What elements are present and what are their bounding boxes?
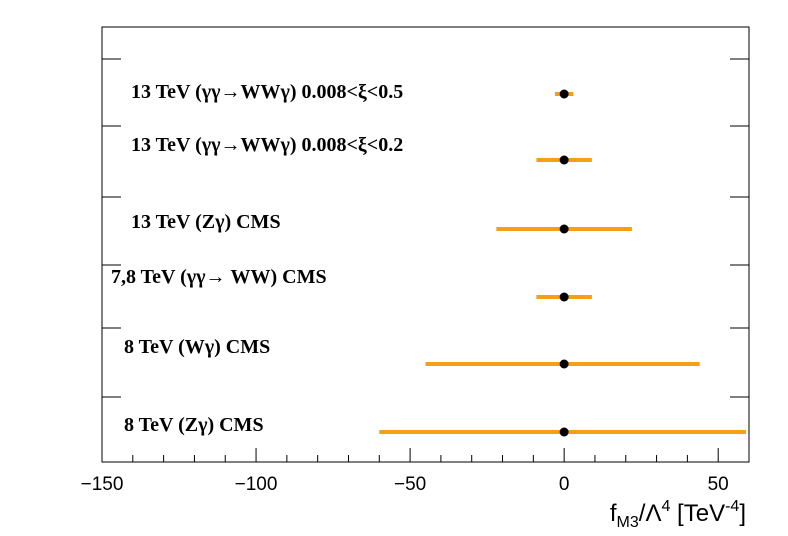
row-label: 8 TeV (Wγ) CMS xyxy=(124,336,270,358)
row-label: 8 TeV (Zγ) CMS xyxy=(124,414,264,436)
row-label: 13 TeV (Zγ) CMS xyxy=(131,211,281,233)
x-tick-label: −150 xyxy=(81,474,124,495)
central-point xyxy=(559,359,569,369)
y-ticks xyxy=(102,58,749,398)
interval-bars xyxy=(379,89,746,437)
x-tick-label: 50 xyxy=(708,474,729,495)
plot-frame xyxy=(101,26,750,463)
row-label: 7,8 TeV (γγ→ WW) CMS xyxy=(111,266,327,288)
central-point xyxy=(559,155,569,165)
x-tick-label: −50 xyxy=(394,474,426,495)
row-label: 13 TeV (γγ→WWγ) 0.008<ξ<0.5 xyxy=(131,81,403,103)
row-label: 13 TeV (γγ→WWγ) 0.008<ξ<0.2 xyxy=(131,134,403,156)
plot-frame-rect xyxy=(101,26,750,463)
central-point xyxy=(559,89,569,99)
x-axis-title: fM3/Λ4 [TeV-4] xyxy=(610,498,746,531)
row-labels: 13 TeV (γγ→WWγ) 0.008<ξ<0.5 13 TeV (γγ→WW… xyxy=(111,81,403,436)
central-point xyxy=(559,292,569,302)
x-tick-label: −100 xyxy=(235,474,278,495)
central-point xyxy=(559,224,569,234)
central-point xyxy=(559,427,569,437)
x-tick-label: 0 xyxy=(559,474,570,495)
x-axis: −150 −100 −50 0 50 xyxy=(81,448,750,495)
